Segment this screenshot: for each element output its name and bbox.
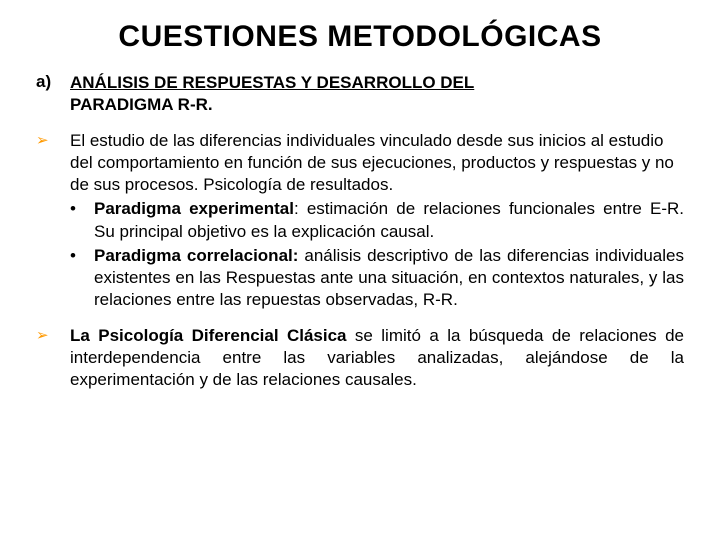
sub-bullet-1-text: Paradigma experimental: estimación de re… bbox=[94, 198, 684, 242]
bullet-2-content: La Psicología Diferencial Clásica se lim… bbox=[70, 325, 684, 391]
bullet-1: ➢ El estudio de las diferencias individu… bbox=[36, 130, 684, 311]
section-heading-line1: ANÁLISIS DE RESPUESTAS Y DESARROLLO DEL bbox=[70, 73, 474, 92]
section-a: a) ANÁLISIS DE RESPUESTAS Y DESARROLLO D… bbox=[36, 72, 684, 116]
sub-bullet-1-lead: Paradigma experimental bbox=[94, 199, 294, 218]
sub-bullet-2: • Paradigma correlacional: análisis desc… bbox=[70, 245, 684, 311]
bullet-1-content: El estudio de las diferencias individual… bbox=[70, 130, 684, 311]
bullet-2: ➢ La Psicología Diferencial Clásica se l… bbox=[36, 325, 684, 391]
sub-bullet-2-lead: Paradigma correlacional: bbox=[94, 246, 298, 265]
section-heading: ANÁLISIS DE RESPUESTAS Y DESARROLLO DEL … bbox=[70, 72, 684, 116]
section-heading-line2: PARADIGMA R-R. bbox=[70, 95, 213, 114]
triangle-bullet-icon: ➢ bbox=[36, 130, 70, 153]
bullet-2-lead: La Psicología Diferencial Clásica bbox=[70, 326, 347, 345]
triangle-bullet-icon: ➢ bbox=[36, 325, 70, 348]
bullet-1-intro: El estudio de las diferencias individual… bbox=[70, 130, 684, 196]
dot-icon: • bbox=[70, 198, 94, 220]
sub-bullet-1: • Paradigma experimental: estimación de … bbox=[70, 198, 684, 242]
section-id: a) bbox=[36, 72, 70, 92]
page-title: CUESTIONES METODOLÓGICAS bbox=[36, 20, 684, 54]
slide: CUESTIONES METODOLÓGICAS a) ANÁLISIS DE … bbox=[0, 0, 720, 540]
sub-bullet-2-text: Paradigma correlacional: análisis descri… bbox=[94, 245, 684, 311]
dot-icon: • bbox=[70, 245, 94, 267]
